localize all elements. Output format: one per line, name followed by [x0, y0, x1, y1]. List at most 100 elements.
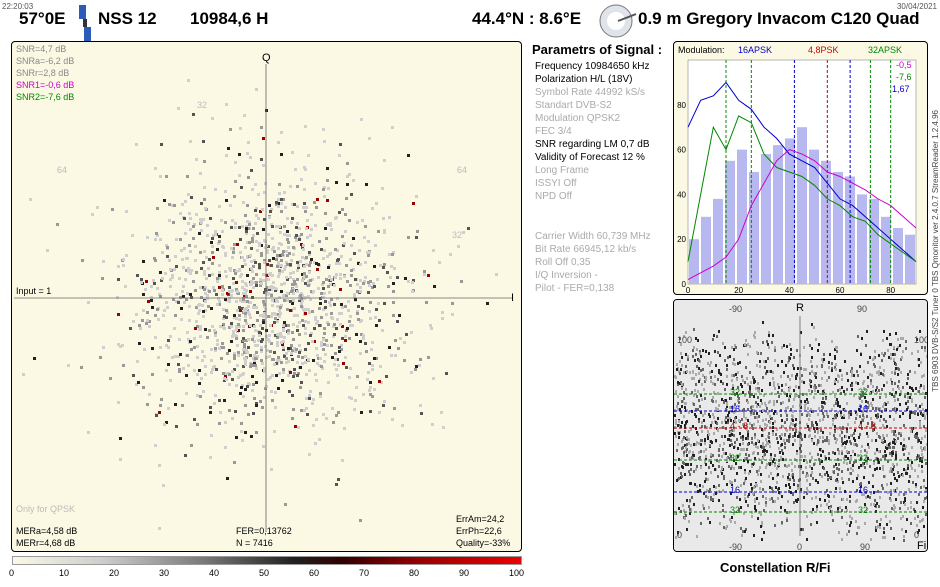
rfi-point: [886, 444, 888, 447]
rfi-point: [780, 456, 782, 459]
constellation-point: [382, 266, 385, 269]
rfi-point: [745, 528, 747, 531]
histogram-bar: [881, 216, 891, 284]
param-row: ISSYI Off: [535, 178, 577, 189]
constellation-point: [365, 183, 368, 186]
rfi-point: [794, 465, 796, 468]
constellation-point: [344, 356, 347, 359]
constellation-point: [159, 271, 162, 274]
rfi-point: [925, 462, 927, 465]
rfi-point: [683, 371, 685, 374]
constellation-point: [185, 392, 188, 395]
rfi-point: [867, 495, 869, 498]
rfi-point: [841, 450, 843, 453]
constellation-point: [279, 306, 282, 309]
rfi-point: [693, 403, 695, 406]
rfi-point: [897, 346, 899, 349]
constellation-point: [300, 305, 303, 308]
constellation-point: [258, 334, 261, 337]
rfi-point: [862, 391, 864, 394]
constellation-point: [132, 320, 135, 323]
rfi-point: [806, 423, 808, 426]
constellation-point: [147, 300, 150, 303]
constellation-point: [266, 251, 269, 254]
rfi-point: [740, 466, 742, 469]
rfi-point: [811, 439, 813, 442]
rfi-point: [812, 477, 814, 480]
rfi-point: [754, 507, 756, 510]
rfi-point: [901, 528, 903, 531]
rfi-point: [921, 465, 923, 468]
rfi-point: [885, 454, 887, 457]
rfi-point: [878, 389, 880, 392]
constellation-point: [442, 426, 445, 429]
rfi-point: [759, 405, 761, 408]
constellation-point: [193, 418, 196, 421]
constellation-point: [261, 362, 264, 365]
constellation-point: [136, 360, 139, 363]
constellation-point: [165, 344, 168, 347]
constellation-point: [275, 362, 278, 365]
constellation-point: [359, 352, 362, 355]
rfi-point: [768, 475, 770, 478]
rfi-point: [744, 394, 746, 397]
constellation-point: [220, 346, 223, 349]
constellation-point: [254, 364, 257, 367]
constellation-point: [349, 258, 352, 261]
rfi-point: [882, 455, 884, 458]
constellation-point: [156, 207, 159, 210]
rfi-point: [788, 440, 790, 443]
rfi-point: [751, 437, 753, 440]
constellation-point: [220, 357, 223, 360]
rfi-point: [822, 440, 824, 443]
rfi-point: [819, 461, 821, 464]
constellation-point: [158, 293, 161, 296]
rfi-point: [780, 414, 782, 417]
rfi-point: [750, 381, 752, 384]
rfi-point: [807, 401, 809, 404]
rfi-point: [731, 429, 733, 432]
rfi-point: [824, 439, 826, 442]
rfi-point: [701, 425, 703, 428]
constellation-point: [300, 233, 303, 236]
constellation-point: [231, 417, 234, 420]
rfi-point: [845, 435, 847, 438]
constellation-point: [441, 317, 444, 320]
rfi-point: [786, 439, 788, 442]
constellation-point: [233, 314, 236, 317]
constellation-point: [289, 371, 292, 374]
constellation-point: [210, 348, 213, 351]
constellation-point: [305, 227, 308, 230]
rfi-point: [882, 465, 884, 468]
rfi-point: [738, 466, 740, 469]
constellation-point: [296, 222, 299, 225]
constellation-point: [339, 277, 342, 280]
rfi-point: [814, 435, 816, 438]
constellation-point: [234, 272, 237, 275]
constellation-point: [297, 372, 300, 375]
rfi-point: [683, 436, 685, 439]
histogram-bar: [773, 145, 783, 284]
rfi-point: [680, 343, 682, 346]
constellation-point: [225, 316, 228, 319]
rfi-point: [908, 437, 910, 440]
rfi-point: [774, 464, 776, 467]
constellation-point: [202, 315, 205, 318]
constellation-point: [210, 371, 213, 374]
rfi-point: [707, 362, 709, 365]
constellation-point: [285, 250, 288, 253]
rfi-point: [856, 477, 858, 480]
histogram-bar: [809, 149, 819, 284]
constellation-point: [296, 325, 299, 328]
constellation-point: [141, 319, 144, 322]
constellation-point: [189, 272, 192, 275]
rfi-point: [836, 350, 838, 353]
constellation-point: [259, 400, 262, 403]
rfi-point: [678, 477, 680, 480]
constellation-point: [215, 368, 218, 371]
rfi-point: [853, 437, 855, 440]
rfi-point: [915, 387, 917, 390]
constellation-point: [183, 217, 186, 220]
rfi-point: [682, 438, 684, 441]
rfi-point: [862, 394, 864, 397]
